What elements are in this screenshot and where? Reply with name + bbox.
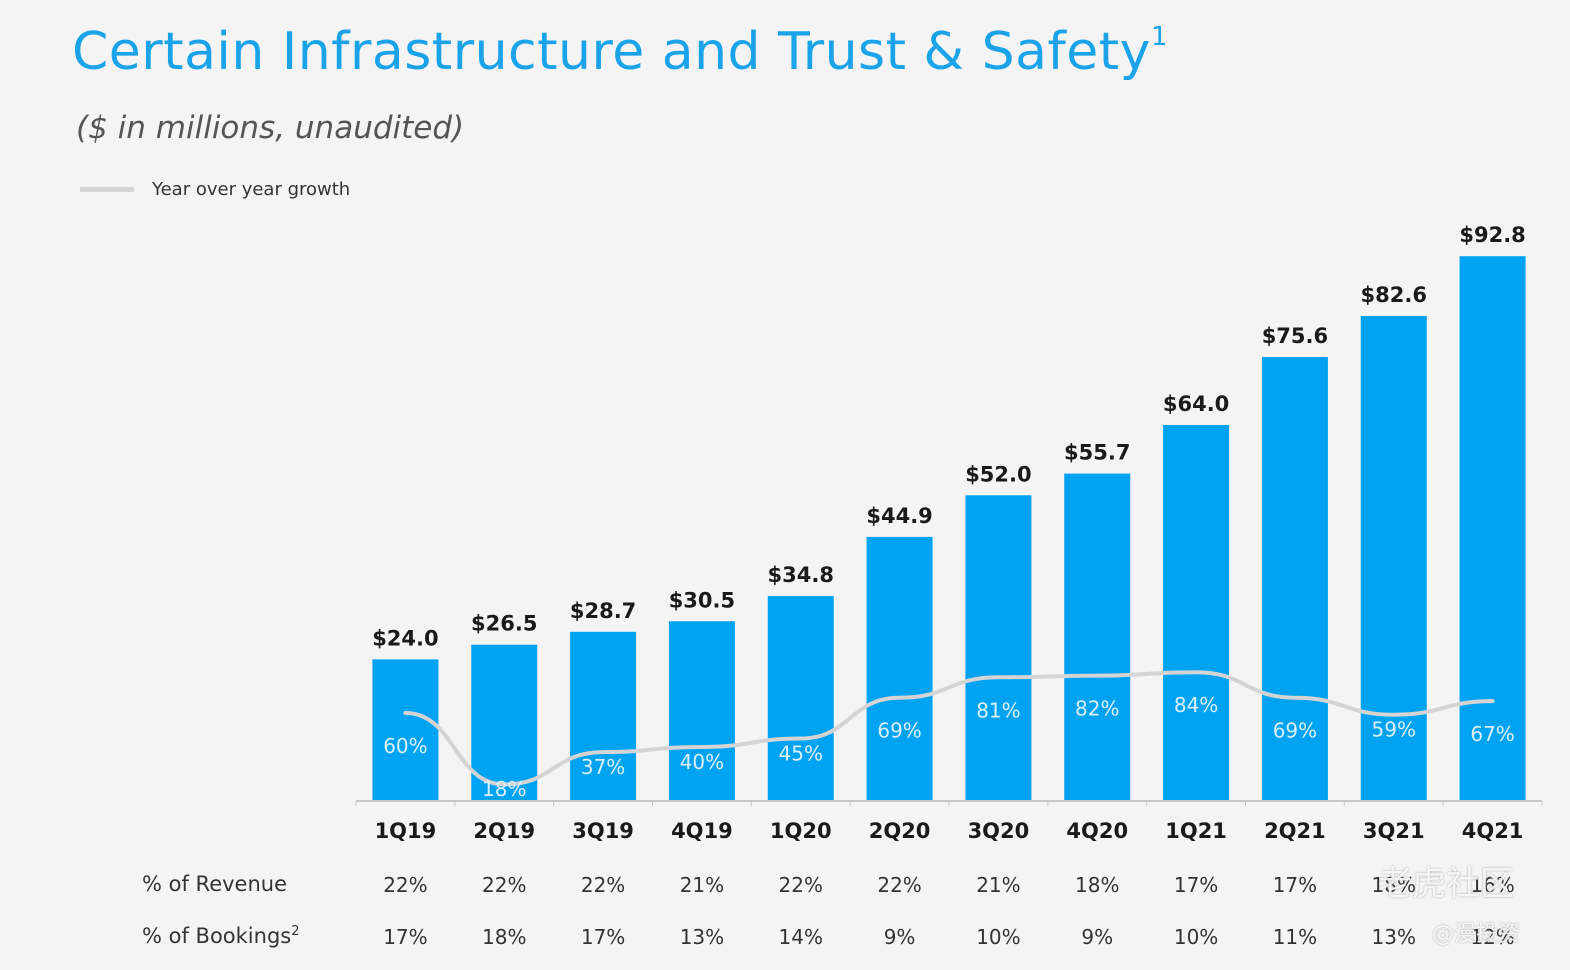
- x-tick-label-2Q20: 2Q20: [869, 819, 931, 843]
- x-tick-label-4Q21: 4Q21: [1462, 819, 1524, 843]
- bar-1Q20: [767, 596, 834, 800]
- chart-subtitle: ($ in millions, unaudited): [76, 110, 465, 146]
- growth-label-1Q20: 45%: [779, 742, 823, 766]
- revenue-cell-4Q19: 21%: [680, 873, 724, 897]
- bar-value-label-3Q19: $28.7: [570, 599, 636, 623]
- bar-value-label-4Q21: $92.8: [1459, 223, 1525, 247]
- x-tick-label-3Q19: 3Q19: [572, 819, 634, 843]
- growth-label-3Q19: 37%: [581, 755, 625, 779]
- revenue-cell-4Q20: 18%: [1075, 873, 1119, 897]
- growth-label-3Q21: 59%: [1372, 718, 1416, 742]
- watermark-handle: @漫投资: [1432, 922, 1521, 947]
- bookings-row-label: % of Bookings2: [142, 924, 300, 948]
- bookings-cell-1Q21: 10%: [1174, 925, 1218, 949]
- bookings-cell-2Q20: 9%: [884, 925, 916, 949]
- bar-3Q21: [1360, 315, 1427, 800]
- bookings-cell-1Q20: 14%: [779, 925, 823, 949]
- legend: Year over year growth: [80, 176, 350, 202]
- revenue-cell-1Q20: 22%: [779, 873, 823, 897]
- growth-label-2Q19: 18%: [482, 777, 526, 801]
- bar-1Q19: [372, 659, 439, 800]
- bar-value-label-4Q19: $30.5: [669, 588, 735, 612]
- revenue-cell-1Q21: 17%: [1174, 873, 1218, 897]
- revenue-cell-3Q19: 22%: [581, 873, 625, 897]
- x-tick-label-2Q21: 2Q21: [1264, 819, 1326, 843]
- x-tick-label-2Q19: 2Q19: [473, 819, 535, 843]
- chart-title: Certain Infrastructure and Trust & Safet…: [72, 21, 1169, 82]
- bar-3Q20: [965, 495, 1032, 800]
- x-tick-label-1Q20: 1Q20: [770, 819, 832, 843]
- bar-value-label-1Q19: $24.0: [372, 626, 438, 650]
- legend-label: Year over year growth: [152, 178, 351, 200]
- growth-label-2Q20: 69%: [877, 719, 921, 743]
- bookings-footnote: 2: [291, 924, 300, 939]
- bar-value-label-1Q20: $34.8: [768, 563, 834, 587]
- bar-2Q21: [1261, 356, 1328, 800]
- bar-4Q20: [1064, 473, 1131, 800]
- bar-4Q21: [1459, 256, 1526, 800]
- bar-value-label-3Q20: $52.0: [965, 462, 1031, 486]
- bar-1Q21: [1163, 424, 1230, 800]
- bar-value-label-1Q21: $64.0: [1163, 392, 1229, 416]
- title-footnote: 1: [1150, 21, 1169, 52]
- bar-value-label-2Q21: $75.6: [1262, 324, 1328, 348]
- bookings-cell-2Q19: 18%: [482, 925, 526, 949]
- bookings-cell-3Q19: 17%: [581, 925, 625, 949]
- growth-label-4Q21: 67%: [1470, 722, 1514, 746]
- revenue-cell-4Q21: 16%: [1470, 873, 1514, 897]
- bookings-cell-4Q21: 12%: [1470, 925, 1514, 949]
- x-tick-label-3Q21: 3Q21: [1363, 819, 1425, 843]
- x-tick-label-1Q21: 1Q21: [1165, 819, 1227, 843]
- growth-label-4Q20: 82%: [1075, 697, 1119, 721]
- revenue-cell-1Q19: 22%: [383, 873, 427, 897]
- bar-value-label-3Q21: $82.6: [1361, 283, 1427, 307]
- bookings-cell-2Q21: 11%: [1273, 925, 1317, 949]
- bar-value-label-4Q20: $55.7: [1064, 441, 1130, 465]
- x-tick-label-3Q20: 3Q20: [968, 819, 1030, 843]
- growth-label-1Q19: 60%: [383, 734, 427, 758]
- revenue-cell-3Q20: 21%: [976, 873, 1020, 897]
- revenue-cell-3Q21: 18%: [1372, 873, 1416, 897]
- legend-line-swatch: [80, 186, 134, 192]
- revenue-cell-2Q20: 22%: [877, 873, 921, 897]
- bar-4Q19: [668, 621, 735, 800]
- bookings-cell-3Q20: 10%: [976, 925, 1020, 949]
- bar-2Q20: [866, 536, 933, 800]
- bar-value-label-2Q20: $44.9: [866, 504, 932, 528]
- revenue-cell-2Q19: 22%: [482, 873, 526, 897]
- bar-3Q19: [570, 631, 637, 800]
- growth-label-1Q21: 84%: [1174, 693, 1218, 717]
- x-tick-label-4Q20: 4Q20: [1066, 819, 1128, 843]
- bookings-cell-3Q21: 13%: [1372, 925, 1416, 949]
- bar-value-label-2Q19: $26.5: [471, 612, 537, 636]
- x-tick-label-4Q19: 4Q19: [671, 819, 733, 843]
- growth-line: [403, 670, 1495, 787]
- bar-2Q19: [471, 644, 538, 800]
- x-tick-label-1Q19: 1Q19: [375, 819, 437, 843]
- growth-label-2Q21: 69%: [1273, 719, 1317, 743]
- bookings-cell-4Q20: 9%: [1081, 925, 1113, 949]
- revenue-cell-2Q21: 17%: [1273, 873, 1317, 897]
- watermark-main: 老虎社区: [1378, 864, 1514, 904]
- bookings-cell-1Q19: 17%: [383, 925, 427, 949]
- growth-label-4Q19: 40%: [680, 750, 724, 774]
- growth-label-3Q20: 81%: [976, 698, 1020, 722]
- bookings-cell-4Q19: 13%: [680, 925, 724, 949]
- revenue-row-label: % of Revenue: [142, 872, 288, 896]
